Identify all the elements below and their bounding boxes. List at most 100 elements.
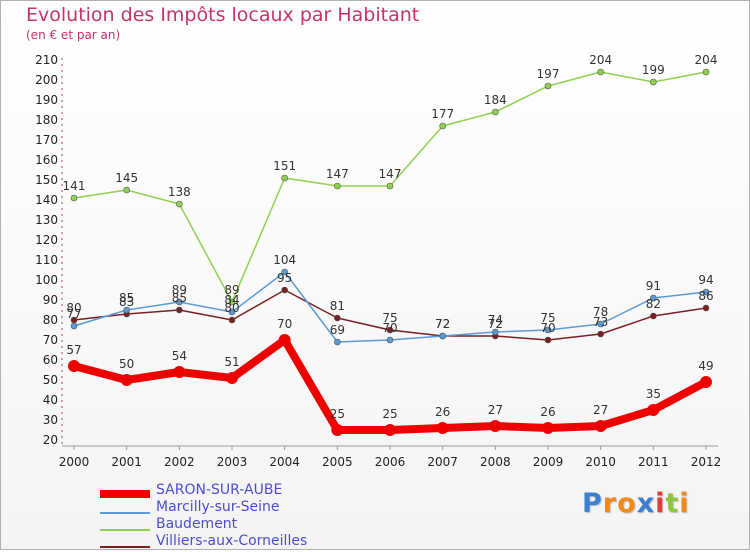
y-tick-label: 90: [43, 293, 58, 307]
data-label: 78: [593, 305, 608, 319]
data-label: 204: [695, 53, 718, 67]
data-label: 85: [119, 291, 134, 305]
data-point: [123, 186, 130, 194]
y-tick-label: 110: [35, 253, 58, 267]
data-point: [68, 360, 80, 372]
legend-swatch: [100, 490, 150, 498]
x-tick-label: 2011: [638, 455, 669, 469]
data-label: 104: [273, 253, 296, 267]
y-tick-label: 100: [35, 273, 58, 287]
legend-swatch: [100, 512, 150, 514]
data-point: [650, 312, 657, 320]
data-point: [120, 374, 133, 386]
legend-swatch: [100, 546, 150, 548]
data-label: 197: [537, 67, 560, 81]
data-point: [70, 322, 78, 330]
y-tick-label: 30: [43, 413, 58, 427]
data-label: 72: [435, 317, 450, 331]
data-label: 70: [277, 317, 292, 331]
data-label: 151: [273, 159, 296, 173]
x-tick-label: 2006: [375, 455, 406, 469]
data-point: [544, 336, 552, 344]
data-label: 70: [382, 321, 397, 335]
data-label: 26: [435, 405, 450, 419]
data-point: [439, 332, 446, 340]
data-point: [544, 82, 552, 90]
chart-subtitle: (en € et par an): [26, 28, 121, 42]
data-label: 25: [382, 407, 397, 421]
legend-label: Marcilly-sur-Seine: [156, 499, 280, 515]
data-point: [176, 200, 183, 208]
y-tick-label: 130: [35, 213, 58, 227]
x-tick-label: 2000: [59, 455, 90, 469]
x-tick-label: 2010: [585, 455, 616, 469]
y-tick-label: 40: [43, 393, 58, 407]
data-point: [702, 288, 710, 296]
x-tick-label: 2009: [533, 455, 564, 469]
data-label: 26: [540, 405, 555, 419]
logo-letter: P: [582, 488, 603, 519]
data-label: 147: [379, 167, 402, 181]
y-tick-label: 160: [35, 153, 58, 167]
data-point: [650, 294, 657, 302]
data-point: [228, 298, 236, 306]
legend-label: Baudement: [156, 516, 238, 532]
data-label: 83: [119, 295, 134, 309]
data-label: 73: [593, 315, 608, 329]
y-tick-label: 210: [35, 53, 58, 67]
data-point: [597, 320, 604, 328]
data-point: [386, 326, 394, 334]
data-point: [492, 108, 499, 116]
data-label: 94: [698, 273, 713, 287]
y-tick-label: 60: [43, 353, 58, 367]
data-point: [228, 316, 236, 324]
data-label: 89: [172, 283, 187, 297]
data-point: [700, 376, 712, 388]
y-tick-label: 70: [43, 333, 58, 347]
data-point: [176, 298, 183, 306]
data-point: [123, 306, 130, 314]
data-point: [281, 286, 288, 294]
data-point: [542, 422, 554, 434]
y-tick-label: 180: [35, 113, 58, 127]
data-point: [597, 68, 604, 76]
data-label: 86: [698, 289, 713, 303]
data-point: [492, 328, 499, 336]
logo-letter: r: [602, 488, 618, 519]
x-tick-label: 2001: [111, 455, 142, 469]
data-label: 57: [66, 343, 81, 357]
data-label: 184: [484, 93, 507, 107]
data-point: [597, 330, 604, 338]
data-point: [647, 404, 660, 416]
data-label: 141: [63, 179, 86, 193]
data-label: 85: [172, 291, 187, 305]
data-label: 70: [540, 321, 555, 335]
data-point: [334, 338, 341, 346]
x-tick-label: 2005: [322, 455, 353, 469]
data-point: [439, 122, 446, 130]
logo-letter: t: [665, 488, 680, 519]
data-point: [70, 194, 78, 202]
y-tick-label: 80: [43, 313, 58, 327]
data-label: 138: [168, 185, 191, 199]
data-label: 82: [646, 297, 661, 311]
data-point: [281, 268, 288, 276]
data-point: [384, 424, 396, 436]
data-label: 74: [488, 313, 503, 327]
data-label: 80: [66, 301, 81, 315]
data-point: [228, 308, 236, 316]
y-tick-label: 20: [43, 433, 58, 447]
data-label: 91: [646, 279, 661, 293]
logo-letter: x: [636, 488, 656, 519]
y-tick-label: 140: [35, 193, 58, 207]
y-tick-label: 120: [35, 233, 58, 247]
y-tick-label: 200: [35, 73, 58, 87]
data-label: 81: [330, 299, 345, 313]
data-point: [650, 78, 657, 86]
data-label: 204: [589, 53, 612, 67]
data-point: [334, 182, 341, 190]
x-tick-label: 2003: [217, 455, 248, 469]
data-point: [176, 306, 183, 314]
y-tick-label: 190: [35, 93, 58, 107]
